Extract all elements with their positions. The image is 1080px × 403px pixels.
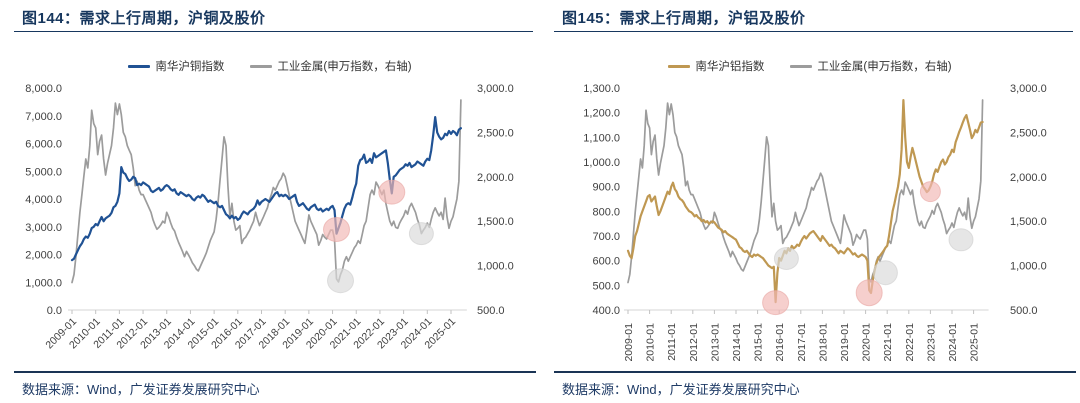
svg-text:2,000.0: 2,000.0: [25, 250, 62, 262]
svg-text:1,000.0: 1,000.0: [25, 277, 62, 289]
svg-text:2014-01: 2014-01: [731, 323, 743, 362]
svg-text:400.0: 400.0: [592, 305, 620, 317]
svg-text:5,000.0: 5,000.0: [25, 166, 62, 178]
svg-text:7,000.0: 7,000.0: [25, 111, 62, 123]
footer-divider: [14, 371, 536, 373]
svg-text:1,000.0: 1,000.0: [583, 157, 620, 169]
svg-text:500.0: 500.0: [477, 305, 505, 317]
svg-text:500.0: 500.0: [1010, 305, 1038, 317]
svg-text:1,500.0: 1,500.0: [477, 216, 514, 228]
title-divider: [554, 31, 1073, 32]
svg-text:4,000.0: 4,000.0: [25, 194, 62, 206]
svg-text:700.0: 700.0: [592, 231, 620, 243]
title-divider: [14, 31, 533, 32]
svg-text:2025-01: 2025-01: [969, 323, 981, 362]
svg-text:900.0: 900.0: [592, 182, 620, 194]
svg-text:600.0: 600.0: [592, 256, 620, 268]
svg-text:2016-01: 2016-01: [774, 323, 786, 362]
aluminum-line-chart: 2009-01 2010-01 2011-01 2012-01 2013-01 2014-…: [583, 83, 1047, 362]
svg-text:2022-01: 2022-01: [904, 323, 916, 362]
footer-divider: [554, 371, 1076, 373]
svg-text:3,000.0: 3,000.0: [477, 83, 514, 95]
copper-line-chart: 2009-012010-012011-012012-012013-012014-…: [25, 83, 514, 351]
svg-text:2017-01: 2017-01: [796, 323, 808, 362]
svg-text:2013-01: 2013-01: [709, 323, 721, 362]
svg-text:2020-01: 2020-01: [861, 323, 873, 362]
svg-text:6,000.0: 6,000.0: [25, 139, 62, 151]
svg-text:2018-01: 2018-01: [817, 323, 829, 362]
svg-text:2015-01: 2015-01: [753, 323, 765, 362]
svg-text:2024-01: 2024-01: [947, 323, 959, 362]
svg-text:2,000.0: 2,000.0: [477, 172, 514, 184]
figure-panel-copper: 图144：需求上行周期，沪铜及股价 南华沪铜指数 工业金属(申万指数，右轴) 2…: [14, 10, 536, 397]
svg-text:1,000.0: 1,000.0: [1010, 261, 1047, 273]
svg-text:2010-01: 2010-01: [645, 323, 657, 362]
svg-text:8,000.0: 8,000.0: [25, 83, 62, 95]
svg-text:2,500.0: 2,500.0: [1010, 127, 1047, 139]
figure-panel-aluminum: 图145：需求上行周期，沪铝及股价 南华沪铝指数 工业金属(申万指数，右轴) 2…: [540, 0, 1080, 403]
svg-text:1,300.0: 1,300.0: [583, 83, 620, 95]
data-source-note: 数据来源：Wind，广发证券发展研究中心: [22, 382, 260, 397]
svg-text:2019-01: 2019-01: [839, 323, 851, 362]
svg-text:2021-01: 2021-01: [882, 323, 894, 362]
svg-text:3,000.0: 3,000.0: [1010, 83, 1047, 95]
svg-text:3,000.0: 3,000.0: [25, 222, 62, 234]
data-source-note: 数据来源：Wind，广发证券发展研究中心: [562, 382, 800, 397]
svg-text:1,100.0: 1,100.0: [583, 132, 620, 144]
svg-text:2012-01: 2012-01: [688, 323, 700, 362]
svg-text:2011-01: 2011-01: [666, 323, 678, 361]
svg-text:2023-01: 2023-01: [925, 323, 937, 362]
svg-text:500.0: 500.0: [592, 280, 620, 292]
svg-text:0.0: 0.0: [47, 305, 62, 317]
svg-text:2009-01: 2009-01: [623, 323, 635, 362]
figure-title: 图145：需求上行周期，沪铝及股价: [562, 10, 806, 27]
svg-text:2,500.0: 2,500.0: [477, 127, 514, 139]
svg-text:2,000.0: 2,000.0: [1010, 172, 1047, 184]
svg-text:800.0: 800.0: [592, 206, 620, 218]
figure-title: 图144：需求上行周期，沪铜及股价: [22, 10, 266, 27]
svg-text:1,000.0: 1,000.0: [477, 261, 514, 273]
svg-text:1,500.0: 1,500.0: [1010, 216, 1047, 228]
svg-text:1,200.0: 1,200.0: [583, 108, 620, 120]
